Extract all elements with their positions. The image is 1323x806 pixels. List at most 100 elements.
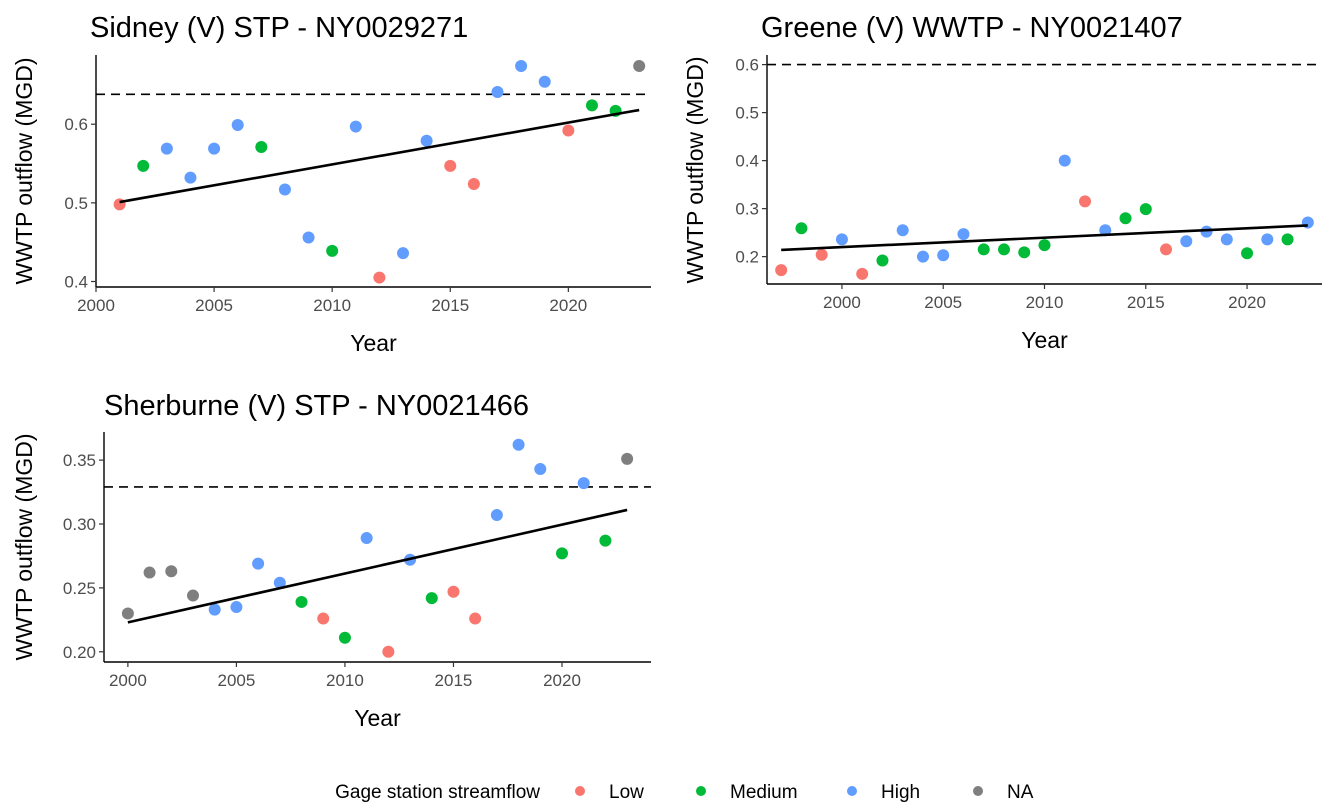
- data-point: [317, 612, 330, 625]
- data-point: [997, 243, 1010, 256]
- trend-line: [781, 224, 1308, 252]
- legend-swatch: [847, 786, 857, 796]
- data-point: [1038, 239, 1051, 252]
- y-axis-title: WWTP outflow (MGD): [11, 57, 37, 284]
- legend-title: Gage station streamflow: [335, 782, 540, 803]
- legend-item: Low: [575, 782, 644, 803]
- data-point: [1180, 235, 1193, 248]
- data-point: [397, 247, 410, 260]
- legend-label: Low: [609, 782, 644, 803]
- data-point: [373, 271, 386, 284]
- data-point: [255, 141, 268, 154]
- x-tick-label: 2000: [823, 293, 861, 312]
- x-axis-title: Year: [350, 330, 397, 356]
- data-point: [1099, 224, 1112, 237]
- y-tick-label: 0.4: [64, 272, 88, 291]
- data-point: [515, 60, 528, 73]
- data-point: [143, 566, 156, 579]
- data-point: [121, 607, 134, 620]
- data-point: [1281, 233, 1294, 246]
- x-tick-label: 2000: [77, 296, 115, 315]
- y-axis-title: WWTP outflow (MGD): [682, 56, 708, 283]
- legend-item: NA: [973, 782, 1034, 803]
- x-tick-label: 2020: [549, 296, 587, 315]
- y-tick-label: 0.35: [63, 451, 96, 470]
- data-point: [1079, 195, 1092, 208]
- data-point: [230, 601, 243, 614]
- data-point: [382, 645, 395, 658]
- data-point: [534, 463, 547, 476]
- data-point: [467, 177, 480, 190]
- data-point: [1200, 225, 1213, 238]
- data-point: [1220, 233, 1233, 246]
- x-tick-label: 2015: [1127, 293, 1165, 312]
- x-tick-label: 2005: [924, 293, 962, 312]
- y-tick-label: 0.2: [735, 248, 759, 267]
- data-point: [420, 134, 433, 147]
- data-point: [856, 267, 869, 280]
- y-tick-label: 0.5: [64, 194, 88, 213]
- data-point: [184, 171, 197, 184]
- data-point: [795, 222, 808, 235]
- data-point: [512, 438, 525, 451]
- data-point: [1160, 243, 1173, 256]
- x-tick-label: 2005: [195, 296, 233, 315]
- legend-label: High: [881, 782, 920, 803]
- chart-panel: Sherburne (V) STP - NY0021466 0.20 0.25 0.3…: [11, 390, 651, 731]
- data-point: [165, 565, 178, 578]
- x-tick-label: 2020: [1228, 293, 1266, 312]
- data-point: [556, 547, 569, 560]
- data-point: [599, 534, 612, 547]
- trend-line: [119, 108, 640, 204]
- legend-swatch: [575, 786, 585, 796]
- data-point: [577, 477, 590, 490]
- y-tick-label: 0.6: [735, 56, 759, 75]
- data-point: [208, 142, 221, 155]
- legend-label: NA: [1007, 782, 1034, 803]
- data-point: [425, 592, 438, 605]
- data-point: [937, 249, 950, 262]
- y-axis-title: WWTP outflow (MGD): [11, 433, 37, 660]
- x-axis-title: Year: [1021, 327, 1068, 353]
- x-tick-label: 2015: [435, 671, 473, 690]
- data-point: [1241, 247, 1254, 260]
- x-axis-title: Year: [354, 705, 401, 731]
- chart-title: Greene (V) WWTP - NY0021407: [761, 12, 1183, 44]
- x-tick-label: 2010: [1026, 293, 1064, 312]
- data-point: [621, 452, 634, 465]
- data-point: [1261, 233, 1274, 246]
- data-point: [977, 243, 990, 256]
- trend-line: [127, 508, 628, 624]
- data-point: [326, 244, 339, 257]
- y-tick-label: 0.4: [735, 152, 759, 171]
- data-point: [1058, 154, 1071, 167]
- data-point: [538, 75, 551, 88]
- data-point: [896, 224, 909, 237]
- chart-title: Sidney (V) STP - NY0029271: [90, 12, 468, 44]
- legend-item: High: [847, 782, 920, 803]
- data-point: [916, 250, 929, 263]
- data-point: [273, 576, 286, 589]
- data-point: [876, 254, 889, 267]
- y-tick-label: 0.25: [63, 579, 96, 598]
- data-point: [186, 589, 199, 602]
- data-point: [469, 612, 482, 625]
- data-point: [633, 60, 646, 73]
- y-tick-label: 0.20: [63, 643, 96, 662]
- x-tick-label: 2015: [431, 296, 469, 315]
- y-tick-label: 0.5: [735, 104, 759, 123]
- x-tick-label: 2000: [109, 671, 147, 690]
- data-point: [160, 142, 173, 155]
- chart-title: Sherburne (V) STP - NY0021466: [104, 390, 529, 422]
- data-point: [835, 233, 848, 246]
- data-point: [447, 585, 460, 598]
- y-tick-label: 0.30: [63, 515, 96, 534]
- chart-panel: Greene (V) WWTP - NY0021407 0.2 0.3 0.4 0.5 0…: [682, 12, 1322, 353]
- data-point: [775, 264, 788, 277]
- x-tick-label: 2010: [313, 296, 351, 315]
- data-point: [208, 603, 221, 616]
- data-point: [815, 248, 828, 261]
- data-point: [491, 85, 504, 98]
- data-point: [957, 228, 970, 241]
